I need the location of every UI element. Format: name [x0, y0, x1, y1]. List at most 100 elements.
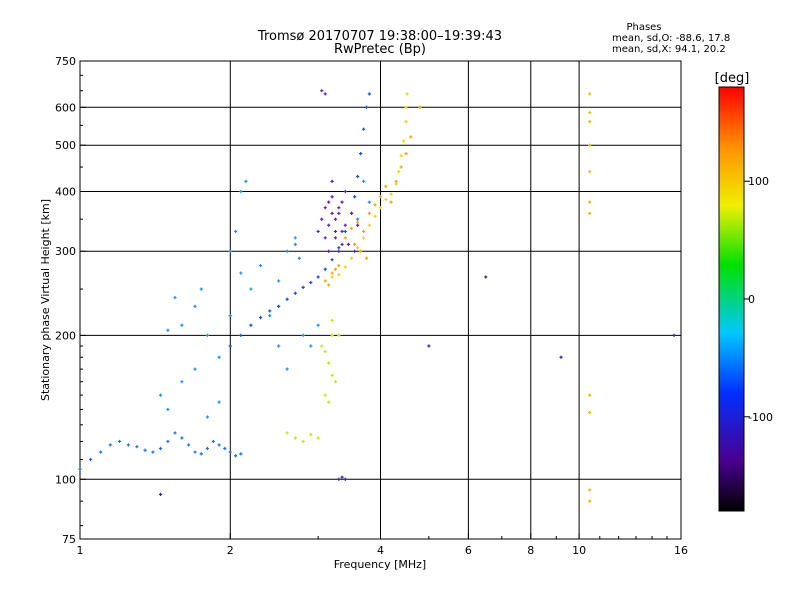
data-point [239, 189, 243, 194]
data-point [323, 279, 327, 283]
data-point [362, 236, 366, 240]
data-point [367, 211, 371, 215]
x-tick-label: 8 [527, 544, 534, 557]
data-point [327, 361, 331, 365]
data-point [180, 436, 184, 440]
data-point [588, 200, 592, 204]
x-tick-label: 16 [674, 544, 688, 557]
data-point [205, 446, 210, 451]
data-point [186, 443, 191, 447]
data-point [126, 443, 130, 447]
data-point [588, 110, 592, 115]
data-point [151, 450, 155, 454]
data-point [346, 242, 351, 247]
data-point [343, 265, 347, 269]
data-point [301, 285, 305, 290]
data-point [588, 120, 592, 124]
data-point [378, 195, 383, 199]
data-point [323, 267, 327, 271]
data-point [320, 344, 324, 348]
data-point [249, 323, 253, 327]
data-point [404, 120, 408, 124]
data-point [193, 367, 197, 371]
data-point [316, 436, 320, 440]
data-point [353, 195, 357, 199]
data-point [217, 355, 221, 359]
x-tick-label: 10 [572, 544, 586, 557]
data-point [258, 315, 263, 320]
data-point [362, 229, 366, 234]
data-point [337, 333, 341, 337]
data-point [309, 344, 313, 348]
data-point [330, 373, 334, 377]
y-tick-label: 750 [55, 55, 76, 68]
data-point [588, 499, 592, 503]
data-point [333, 380, 338, 384]
data-point [337, 206, 341, 210]
data-point [327, 400, 331, 404]
colorbar-tick-label: -100 [748, 411, 773, 424]
legend-line-x: mean, sd,X: 94.1, 20.2 [612, 44, 726, 55]
data-point [330, 271, 334, 275]
data-point [285, 367, 289, 371]
data-point [323, 349, 327, 354]
y-tick-label: 75 [62, 533, 76, 546]
data-point [356, 220, 360, 224]
data-point [268, 309, 272, 313]
data-point [205, 333, 210, 337]
data-point [323, 236, 327, 240]
data-point [166, 439, 170, 444]
data-point [399, 154, 403, 158]
data-point [405, 92, 409, 96]
data-point [193, 304, 197, 308]
data-point [418, 105, 422, 109]
data-point [356, 217, 360, 221]
data-point [367, 200, 371, 204]
data-point [330, 318, 334, 322]
chart-title: Tromsø 20170707 19:38:00–19:39:43 [257, 29, 502, 44]
data-point [228, 249, 232, 253]
data-point [285, 431, 289, 435]
y-tick-label: 300 [55, 245, 76, 258]
data-point [99, 450, 103, 454]
colorbar-ticks: 100 0 -100 [744, 175, 773, 424]
data-point [340, 200, 344, 204]
data-point [343, 189, 347, 194]
colorbar-tick-label: 0 [748, 293, 755, 306]
data-point [180, 323, 184, 327]
colorbar-label: [deg] [715, 71, 750, 86]
data-point [327, 223, 331, 227]
chart-subtitle: RwPretec (Bp) [334, 42, 426, 57]
data-point [362, 179, 366, 183]
data-point [333, 217, 338, 221]
x-tick-label: 4 [377, 544, 384, 557]
data-point [588, 410, 592, 415]
data-point [258, 263, 263, 268]
data-point [234, 454, 238, 458]
data-point [330, 275, 334, 279]
data-point [394, 179, 398, 183]
data-point [301, 333, 305, 337]
y-tick-label: 200 [55, 329, 76, 342]
data-point [484, 275, 488, 279]
colorbar-tick-label: 100 [748, 175, 769, 188]
data-point [239, 333, 243, 337]
x-axis-ticks: 1 2 4 6 8 10 16 [77, 533, 688, 557]
colorbar [718, 86, 745, 512]
data-point [228, 314, 232, 318]
data-point [239, 271, 243, 275]
data-point [333, 236, 338, 240]
data-point [316, 275, 320, 279]
grid-lines [80, 61, 681, 539]
data-point [323, 393, 327, 397]
data-point [337, 249, 341, 253]
data-point [244, 179, 248, 183]
data-point [293, 436, 297, 440]
data-point [135, 445, 139, 449]
data-point [337, 211, 341, 215]
data-point [301, 439, 305, 444]
data-point [330, 179, 334, 183]
data-point [399, 165, 403, 169]
data-point [330, 195, 334, 199]
